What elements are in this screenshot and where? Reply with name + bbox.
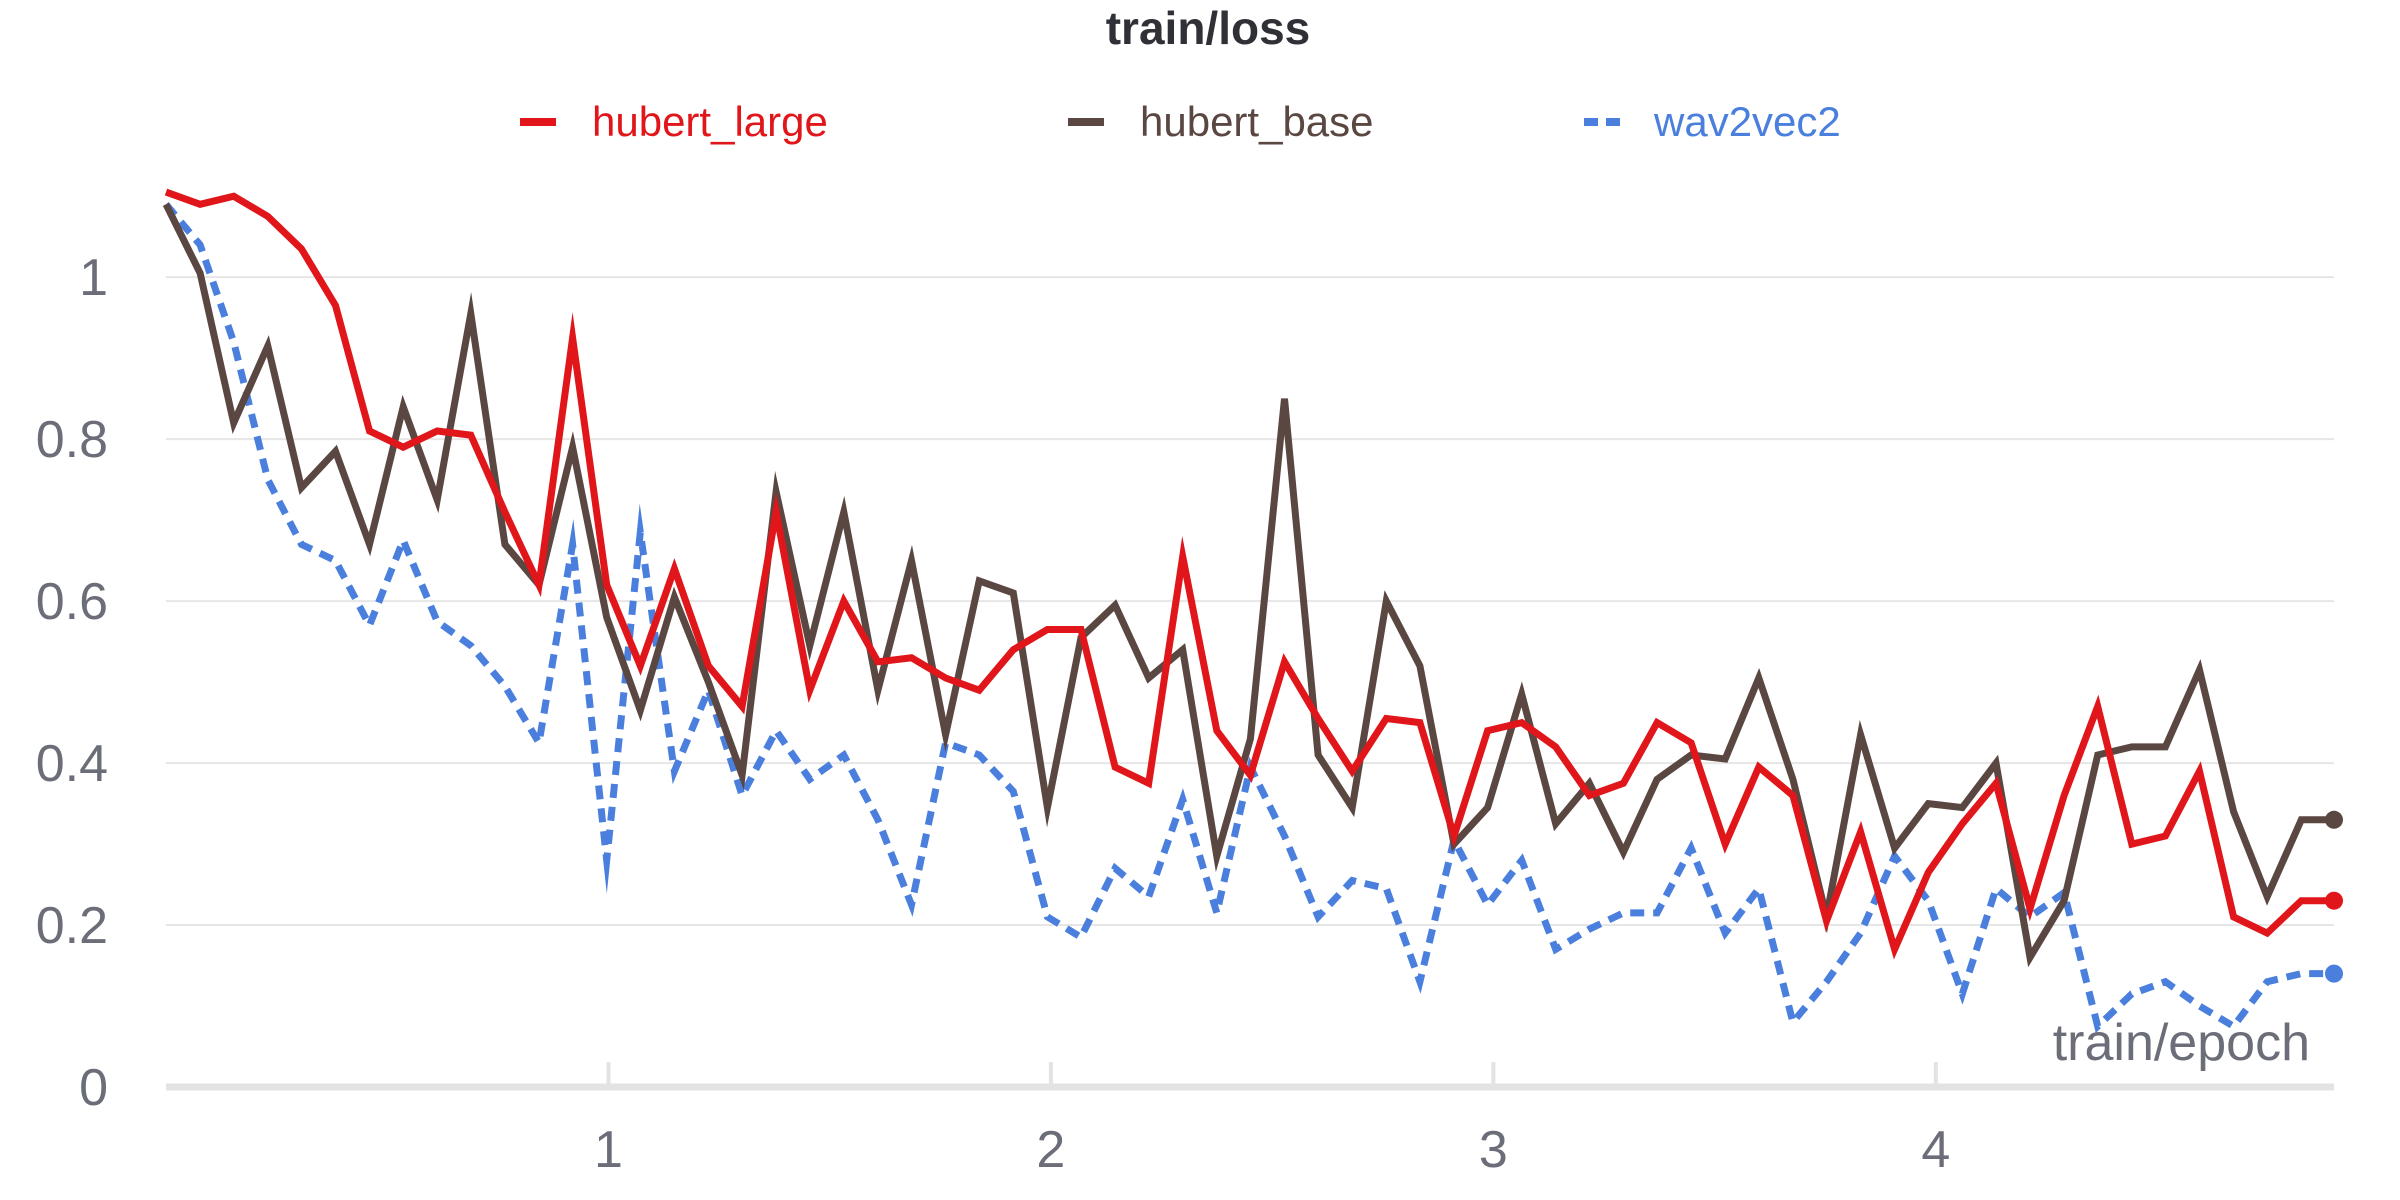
legend-label-wav2vec2: wav2vec2 [1653, 98, 1841, 145]
legend: hubert_large hubert_base wav2vec2 [520, 98, 1841, 145]
y-tick-label: 1 [79, 249, 108, 307]
x-tick-label: 1 [594, 1121, 623, 1179]
end-point-wav2vec2[interactable] [2325, 964, 2343, 983]
y-axis: 0 0.2 0.4 0.6 0.8 1 [36, 249, 108, 1117]
end-point-hubert-base[interactable] [2325, 810, 2343, 829]
series-line-wav2vec2[interactable] [163, 202, 2334, 1033]
series-lines [162, 188, 2334, 1033]
y-tick-label: 0.8 [36, 411, 108, 469]
x-axis-label: train/epoch [2053, 1014, 2310, 1072]
y-tick-label: 0.2 [36, 897, 108, 955]
legend-item-hubert-base[interactable]: hubert_base [1068, 98, 1374, 145]
end-point-hubert-large[interactable] [2325, 891, 2343, 910]
x-axis: 1 2 3 4 [166, 1062, 2334, 1179]
end-markers [2325, 810, 2343, 983]
y-tick-label: 0 [79, 1059, 108, 1117]
x-tick-label: 2 [1036, 1121, 1065, 1179]
y-tick-label: 0.6 [36, 573, 108, 631]
legend-label-hubert-base: hubert_base [1140, 98, 1374, 145]
legend-item-wav2vec2[interactable]: wav2vec2 [1584, 98, 1841, 145]
series-line-hubert-large[interactable] [164, 188, 2334, 960]
series-line-hubert-base[interactable] [162, 202, 2334, 968]
legend-label-hubert-large: hubert_large [592, 98, 828, 145]
y-tick-label: 0.4 [36, 735, 108, 793]
x-tick-label: 4 [1921, 1121, 1950, 1179]
chart-title: train/loss [1106, 2, 1311, 54]
legend-item-hubert-large[interactable]: hubert_large [520, 98, 828, 145]
x-tick-label: 3 [1479, 1121, 1508, 1179]
